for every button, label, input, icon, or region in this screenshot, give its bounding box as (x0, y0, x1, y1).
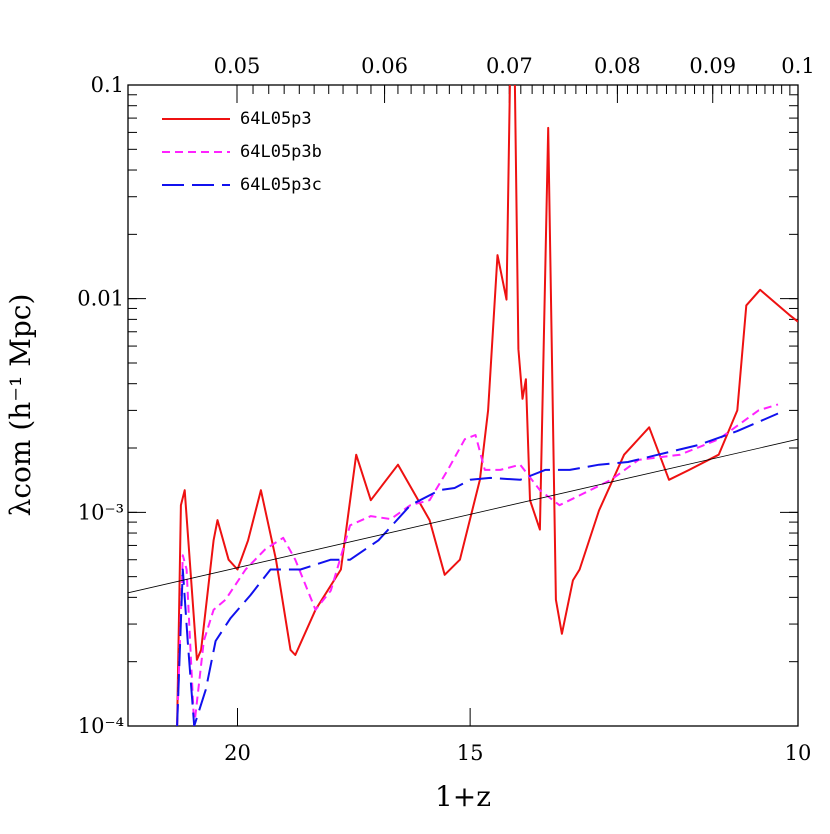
y-axis-label: λcom (h⁻¹ Mpc) (4, 294, 37, 517)
y-tick-label: 10⁻⁴ (78, 714, 124, 738)
legend-label: 64L05p3 (240, 109, 312, 129)
plot-frame (127, 84, 799, 727)
x2-tick-label: 0.07 (486, 54, 533, 78)
x2-tick-label: 0.05 (214, 54, 261, 78)
y-tick-label: 0.01 (77, 287, 124, 311)
y-tick-label: 10⁻³ (78, 500, 124, 524)
legend-label: 64L05p3c (240, 175, 322, 195)
y-tick-label: 0.1 (91, 73, 124, 97)
series-line (176, 412, 779, 726)
legend-label: 64L05p3b (240, 142, 322, 162)
x-axis-label: 1+z (435, 780, 491, 813)
x-tick-label: 10 (785, 741, 812, 765)
series-line (128, 438, 798, 594)
x2-tick-label: 0.09 (689, 54, 736, 78)
x2-tick-label: 0.06 (361, 54, 408, 78)
x2-tick-label: 0.08 (594, 54, 641, 78)
x-tick-label: 20 (224, 741, 251, 765)
series-line (176, 403, 779, 726)
x-tick-label: 15 (457, 741, 484, 765)
series-line (176, 85, 798, 726)
x2-tick-label: 0.1 (781, 54, 814, 78)
plot-area (128, 85, 798, 726)
